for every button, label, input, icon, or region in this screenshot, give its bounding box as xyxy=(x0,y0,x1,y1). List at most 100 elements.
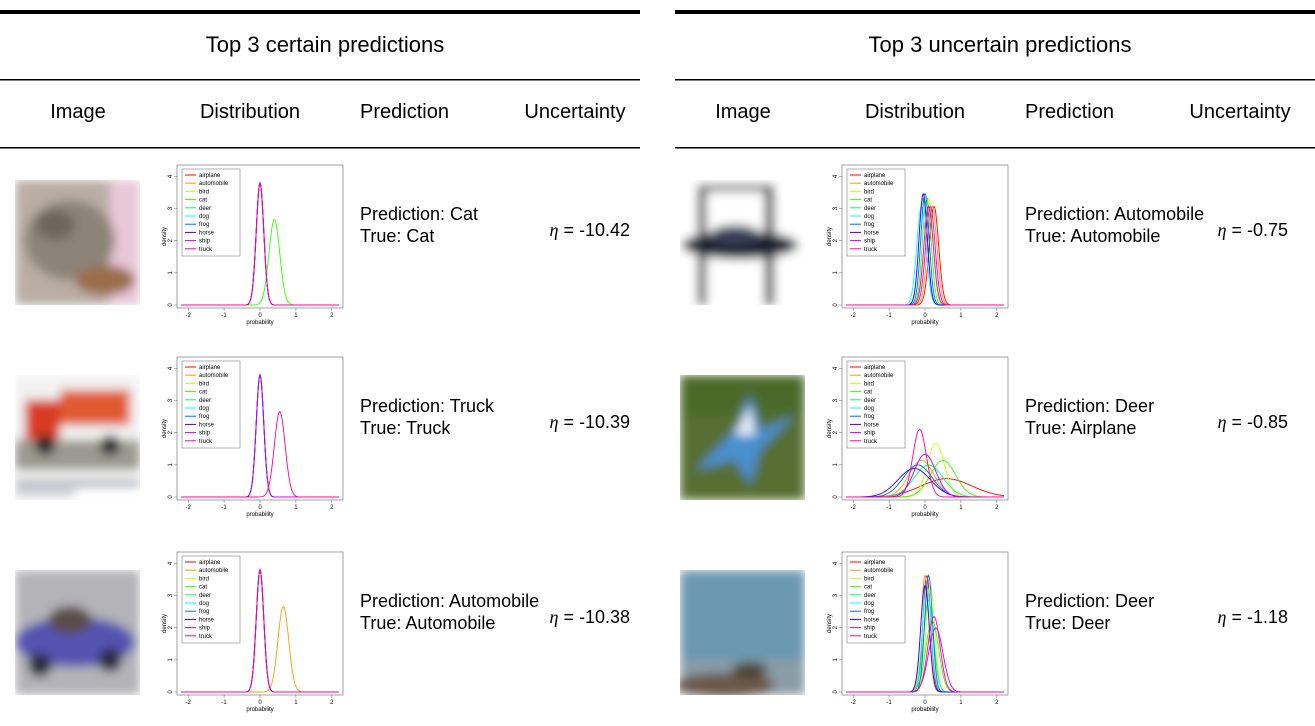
y-tick-label: 0 xyxy=(833,690,839,694)
ground-truth: True: Truck xyxy=(360,418,451,438)
legend-label: airplane xyxy=(199,560,221,566)
legend-label: automobile xyxy=(864,373,894,379)
density-curve xyxy=(846,454,1004,497)
x-tick-label: -2 xyxy=(186,700,192,706)
y-tick-label: 1 xyxy=(833,658,839,662)
legend-label: ship xyxy=(864,626,876,632)
uncertainty-value: -0.75 xyxy=(1247,220,1288,240)
legend-label: ship xyxy=(864,239,876,245)
column-header: Distribution xyxy=(865,101,965,123)
legend-label: deer xyxy=(864,398,876,404)
y-axis-label: density xyxy=(827,614,833,633)
rule xyxy=(675,147,1315,149)
y-tick-label: 4 xyxy=(168,561,174,565)
uncertainty-sign: = xyxy=(563,607,574,627)
legend-label: bird xyxy=(864,576,874,582)
legend-label: automobile xyxy=(199,181,229,187)
uncertainty: η=-1.18 xyxy=(1218,607,1288,627)
legend-label: deer xyxy=(199,206,211,212)
x-tick-label: -2 xyxy=(851,505,857,511)
uncertainty-symbol: η xyxy=(550,220,559,240)
x-axis-label: probability xyxy=(911,707,938,713)
legend-label: frog xyxy=(864,609,874,615)
rule xyxy=(0,147,640,149)
x-tick-label: 1 xyxy=(959,505,963,511)
x-tick-label: 0 xyxy=(258,700,262,706)
legend-label: cat xyxy=(864,390,872,396)
legend-label: ship xyxy=(199,239,211,245)
legend-label: airplane xyxy=(199,173,221,179)
y-tick-label: 0 xyxy=(168,495,174,499)
uncertainty-value: -10.38 xyxy=(579,607,630,627)
thumbnail xyxy=(680,375,805,500)
prediction: Prediction: Automobile xyxy=(1025,204,1204,224)
top-rule xyxy=(0,10,640,14)
legend-label: ship xyxy=(864,431,876,437)
x-tick-label: 2 xyxy=(330,313,334,319)
legend-label: bird xyxy=(199,576,209,582)
x-tick-label: 2 xyxy=(330,700,334,706)
x-tick-label: -2 xyxy=(851,313,857,319)
legend-label: cat xyxy=(199,585,207,591)
y-tick-label: 1 xyxy=(168,463,174,467)
ground-truth: True: Airplane xyxy=(1025,418,1136,438)
legend-label: automobile xyxy=(199,568,229,574)
x-tick-label: 0 xyxy=(923,700,927,706)
x-tick-label: 2 xyxy=(995,700,999,706)
x-tick-label: 0 xyxy=(923,313,927,319)
column-header: Distribution xyxy=(200,101,300,123)
x-tick-label: -2 xyxy=(186,313,192,319)
y-tick-label: 4 xyxy=(833,561,839,565)
legend-label: dog xyxy=(864,601,874,607)
rule xyxy=(675,79,1315,81)
legend-label: horse xyxy=(864,422,880,428)
legend-label: truck xyxy=(199,634,213,640)
uncertainty: η=-10.38 xyxy=(550,607,631,627)
x-tick-label: 0 xyxy=(258,505,262,511)
y-tick-label: 3 xyxy=(168,593,174,597)
x-tick-label: 1 xyxy=(959,700,963,706)
legend-label: automobile xyxy=(199,373,229,379)
legend-label: bird xyxy=(199,381,209,387)
legend-label: airplane xyxy=(199,365,221,371)
y-tick-label: 3 xyxy=(833,206,839,210)
x-tick-label: -2 xyxy=(851,700,857,706)
legend-label: truck xyxy=(864,634,878,640)
legend-label: horse xyxy=(864,617,880,623)
x-tick-label: 0 xyxy=(923,505,927,511)
y-axis-label: density xyxy=(827,419,833,438)
y-axis-label: density xyxy=(162,227,168,246)
x-tick-label: -2 xyxy=(186,505,192,511)
x-tick-label: 2 xyxy=(330,505,334,511)
legend-label: frog xyxy=(864,414,874,420)
x-tick-label: -1 xyxy=(221,313,227,319)
y-tick-label: 0 xyxy=(833,303,839,307)
x-axis-label: probability xyxy=(246,320,273,326)
x-tick-label: 2 xyxy=(995,313,999,319)
y-tick-label: 4 xyxy=(833,174,839,178)
uncertainty-sign: = xyxy=(563,220,574,240)
x-tick-label: -1 xyxy=(221,505,227,511)
uncertainty-sign: = xyxy=(1231,412,1242,432)
y-tick-label: 2 xyxy=(833,430,839,434)
legend-label: truck xyxy=(199,247,213,253)
uncertainty-value: -10.39 xyxy=(579,412,630,432)
legend-label: cat xyxy=(864,585,872,591)
uncertainty-symbol: η xyxy=(1218,607,1227,627)
legend-label: deer xyxy=(199,398,211,404)
y-tick-label: 3 xyxy=(168,398,174,402)
legend-label: horse xyxy=(199,230,215,236)
legend-label: cat xyxy=(864,198,872,204)
uncertainty-symbol: η xyxy=(1218,220,1227,240)
y-tick-label: 3 xyxy=(833,398,839,402)
thumbnail xyxy=(15,375,140,495)
uncertainty: η=-10.39 xyxy=(550,412,631,432)
thumbnail xyxy=(680,180,805,305)
y-tick-label: 3 xyxy=(168,206,174,210)
y-tick-label: 4 xyxy=(168,366,174,370)
legend-label: cat xyxy=(199,390,207,396)
